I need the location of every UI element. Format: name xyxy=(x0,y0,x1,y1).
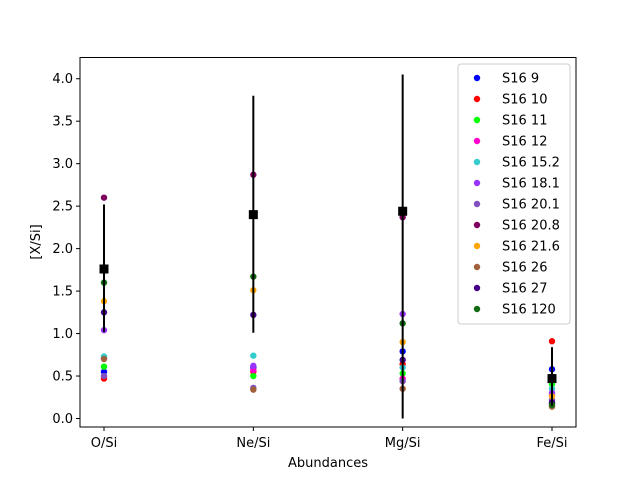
mean-marker xyxy=(248,210,258,220)
legend-label: S16 21.6 xyxy=(502,240,560,255)
legend-marker xyxy=(473,221,481,229)
legend-label: S16 11 xyxy=(502,114,547,129)
y-axis-label: [X/Si] xyxy=(29,224,44,259)
data-point xyxy=(250,352,257,359)
y-axis: 0.0 0.5 1.0 1.5 2.0 2.5 3.0 3.5 4.0 xyxy=(52,72,80,427)
legend-label: S16 27 xyxy=(502,282,547,297)
legend-label: S16 120 xyxy=(502,303,556,318)
x-tick-label: Mg/Si xyxy=(385,436,421,451)
mean-marker xyxy=(547,374,557,384)
legend-label: S16 9 xyxy=(502,72,539,87)
legend-marker xyxy=(473,305,481,313)
x-tick-label: Ne/Si xyxy=(236,436,270,451)
legend: S16 9 S16 10 S16 11 S16 12 S16 15.2 S16 18.1 S… xyxy=(457,63,571,325)
data-point xyxy=(100,355,108,363)
legend-label: S16 12 xyxy=(502,135,547,150)
x-axis: O/Si Ne/Si Mg/Si Fe/Si xyxy=(91,427,568,451)
data-point xyxy=(100,363,108,370)
x-tick-label: O/Si xyxy=(91,436,117,451)
legend-marker xyxy=(473,263,481,271)
legend-marker xyxy=(473,74,481,82)
legend-label: S16 20.8 xyxy=(502,219,560,234)
legend-marker xyxy=(473,95,481,103)
x-tick-label: Fe/Si xyxy=(536,436,567,451)
x-axis-label: Abundances xyxy=(288,456,368,471)
legend-label: S16 26 xyxy=(502,261,547,276)
legend-label: S16 10 xyxy=(502,93,547,108)
legend-marker xyxy=(473,200,481,208)
legend-label: S16 15.2 xyxy=(502,156,560,171)
y-tick-label: 0.5 xyxy=(52,370,73,385)
legend-marker xyxy=(473,179,481,187)
y-tick-label: 3.0 xyxy=(52,157,73,172)
legend-marker xyxy=(473,284,481,292)
legend-label: S16 20.1 xyxy=(502,198,560,213)
legend-marker xyxy=(473,242,481,250)
mean-marker xyxy=(99,264,109,274)
y-tick-label: 2.0 xyxy=(52,242,73,257)
legend-marker xyxy=(473,158,481,166)
legend-label: S16 18.1 xyxy=(502,177,560,192)
data-point xyxy=(250,386,257,393)
data-point xyxy=(548,338,556,345)
mean-marker xyxy=(398,206,408,216)
data-point xyxy=(250,372,257,380)
y-tick-label: 0.0 xyxy=(52,412,73,427)
legend-marker xyxy=(473,137,481,145)
legend-box xyxy=(457,63,571,325)
data-point xyxy=(250,362,257,370)
y-tick-label: 1.0 xyxy=(52,327,73,342)
chart-marks xyxy=(99,74,557,419)
y-tick-label: 3.5 xyxy=(52,115,73,130)
y-tick-label: 1.5 xyxy=(52,285,73,300)
legend-marker xyxy=(473,116,481,124)
data-point xyxy=(100,372,108,380)
data-point xyxy=(100,194,108,201)
plot-frame xyxy=(79,57,577,428)
y-tick-label: 4.0 xyxy=(52,72,73,87)
y-tick-label: 2.5 xyxy=(52,200,73,215)
